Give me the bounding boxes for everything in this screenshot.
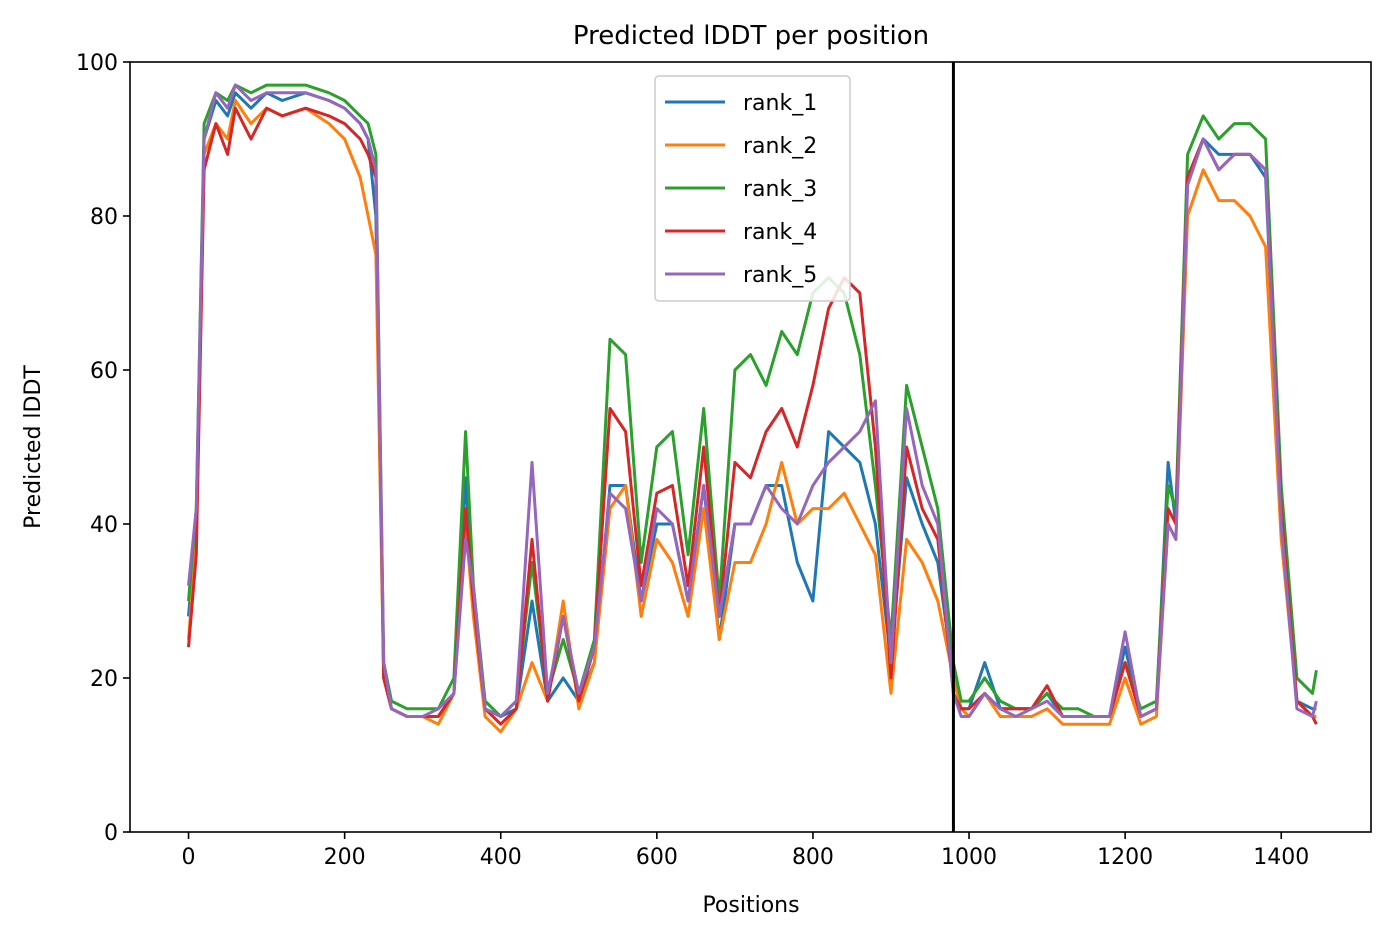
legend: rank_1 rank_2 rank_3 rank_4 rank_5 (654, 75, 851, 302)
x-axis-title: Positions (702, 893, 799, 918)
legend-label-rank_4: rank_4 (743, 220, 817, 245)
y-tick-label: 20 (90, 667, 118, 692)
x-tick-label: 800 (792, 845, 834, 870)
series-line-rank_2 (187, 99, 1317, 734)
x-tick-label: 1400 (1253, 845, 1309, 870)
plot-area (187, 62, 1318, 832)
x-tick-label: 200 (324, 845, 366, 870)
x-tick-label: 1000 (941, 845, 997, 870)
series-group (187, 83, 1318, 734)
x-tick-label: 1200 (1097, 845, 1153, 870)
y-tick-label: 100 (76, 51, 118, 76)
y-tick-label: 80 (90, 205, 118, 230)
legend-label-rank_2: rank_2 (743, 134, 817, 159)
y-tick-label: 40 (90, 513, 118, 538)
y-axis: 0 20 40 60 80 100 (76, 51, 130, 846)
x-tick-label: 600 (636, 845, 678, 870)
plot-frame (129, 61, 1372, 833)
legend-label-rank_3: rank_3 (743, 177, 817, 202)
y-axis-title: Predicted lDDT (21, 365, 46, 529)
legend-box (654, 75, 851, 302)
legend-label-rank_1: rank_1 (743, 91, 817, 116)
x-axis: 0 200 400 600 800 1000 1200 1400 (182, 832, 1309, 870)
legend-label-rank_5: rank_5 (743, 263, 817, 288)
series-line-rank_5 (187, 83, 1318, 718)
x-tick-label: 0 (182, 845, 196, 870)
y-tick-label: 60 (90, 359, 118, 384)
y-tick-label: 0 (104, 821, 118, 846)
x-tick-label: 400 (480, 845, 522, 870)
chart-title: Predicted lDDT per position (573, 21, 929, 51)
